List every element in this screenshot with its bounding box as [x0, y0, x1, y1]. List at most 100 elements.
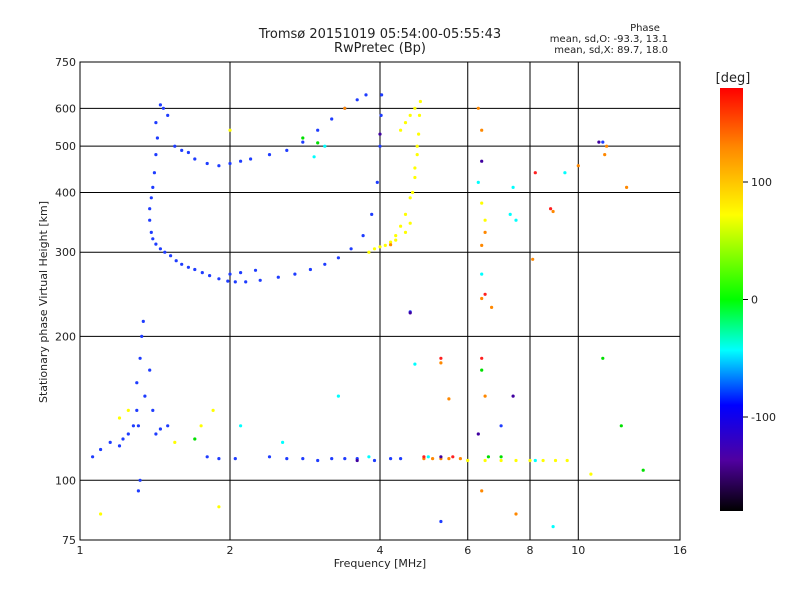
x-tick-label: 10 [571, 544, 585, 557]
x-tick-label: 8 [527, 544, 534, 557]
data-point [99, 447, 103, 452]
data-point [217, 277, 221, 281]
data-point [605, 144, 609, 148]
data-point [239, 271, 243, 275]
data-point [439, 519, 443, 524]
data-point [233, 280, 237, 284]
data-point [480, 201, 484, 205]
data-point [330, 457, 334, 461]
colorbar-label: [deg] [716, 71, 751, 86]
data-point [200, 271, 204, 275]
data-point [380, 93, 384, 97]
data-point [411, 190, 415, 195]
data-point [154, 432, 158, 436]
data-point [408, 113, 412, 117]
data-point [276, 275, 280, 279]
data-point [193, 437, 197, 441]
data-point [619, 424, 623, 428]
data-point [152, 171, 156, 175]
y-tick-label: 750 [55, 56, 76, 69]
data-point [531, 257, 535, 261]
x-tick-label: 4 [377, 544, 384, 557]
data-point [91, 455, 95, 459]
data-point [135, 381, 139, 385]
data-point [349, 247, 353, 251]
data-point [343, 106, 347, 110]
x-tick-label: 16 [673, 544, 687, 557]
y-tick-label: 100 [55, 474, 76, 487]
phase-info-o: mean, sd,O: -93.3, 13.1 [550, 34, 668, 45]
data-point [148, 218, 152, 222]
data-point [403, 121, 408, 125]
data-point [355, 98, 359, 102]
data-point [480, 489, 484, 493]
data-point [364, 93, 368, 97]
data-point [563, 171, 567, 175]
data-point [415, 153, 419, 157]
data-point [480, 243, 484, 247]
data-point [316, 458, 320, 463]
data-point [641, 468, 645, 472]
data-point [480, 128, 484, 132]
data-point [226, 279, 230, 283]
data-point [483, 218, 487, 222]
data-point [244, 280, 248, 284]
data-point [312, 155, 316, 159]
data-point [155, 136, 159, 140]
data-point [330, 117, 334, 121]
data-point [480, 356, 484, 360]
data-point [233, 457, 237, 461]
data-point [217, 164, 221, 168]
data-point [576, 164, 580, 168]
data-point [308, 267, 312, 272]
data-point [389, 457, 393, 461]
data-point [323, 144, 327, 148]
data-point [336, 256, 340, 260]
data-point [355, 458, 359, 463]
y-tick-label: 75 [62, 534, 76, 547]
y-tick-label: 200 [55, 330, 76, 343]
data-point [367, 455, 371, 459]
data-point [466, 458, 470, 463]
data-point [316, 141, 320, 145]
data-point [173, 440, 177, 444]
data-point [413, 106, 417, 110]
data-point [553, 458, 558, 463]
data-point [408, 221, 412, 225]
data-point [117, 444, 122, 448]
y-tick-label: 500 [55, 140, 76, 153]
data-point [483, 230, 487, 234]
data-point [108, 440, 112, 444]
y-axis-label: Stationary phase Virtual Height [km] [37, 201, 50, 403]
data-point [293, 272, 297, 276]
data-point [439, 455, 443, 459]
data-point [136, 424, 140, 428]
data-point [533, 458, 537, 463]
data-point [389, 243, 393, 247]
data-point [141, 319, 145, 323]
data-point [589, 472, 593, 476]
data-point [447, 457, 451, 461]
data-point [499, 424, 503, 428]
data-point [136, 489, 140, 493]
data-point [149, 230, 153, 234]
data-point [154, 153, 158, 157]
data-point [228, 161, 232, 166]
data-point [533, 171, 537, 175]
data-point [399, 128, 403, 132]
data-point [413, 166, 417, 170]
data-point [514, 512, 518, 516]
data-point [417, 113, 422, 117]
data-point [117, 416, 122, 420]
data-point [476, 106, 480, 110]
data-point [180, 148, 184, 152]
data-point [394, 238, 398, 242]
data-point [253, 268, 258, 272]
phase-info-title: Phase [630, 23, 660, 34]
y-tick-label: 300 [55, 246, 76, 259]
data-point [528, 458, 532, 463]
data-point [394, 234, 398, 238]
data-point [483, 394, 487, 398]
colorbar-tick-label: 0 [751, 294, 758, 307]
